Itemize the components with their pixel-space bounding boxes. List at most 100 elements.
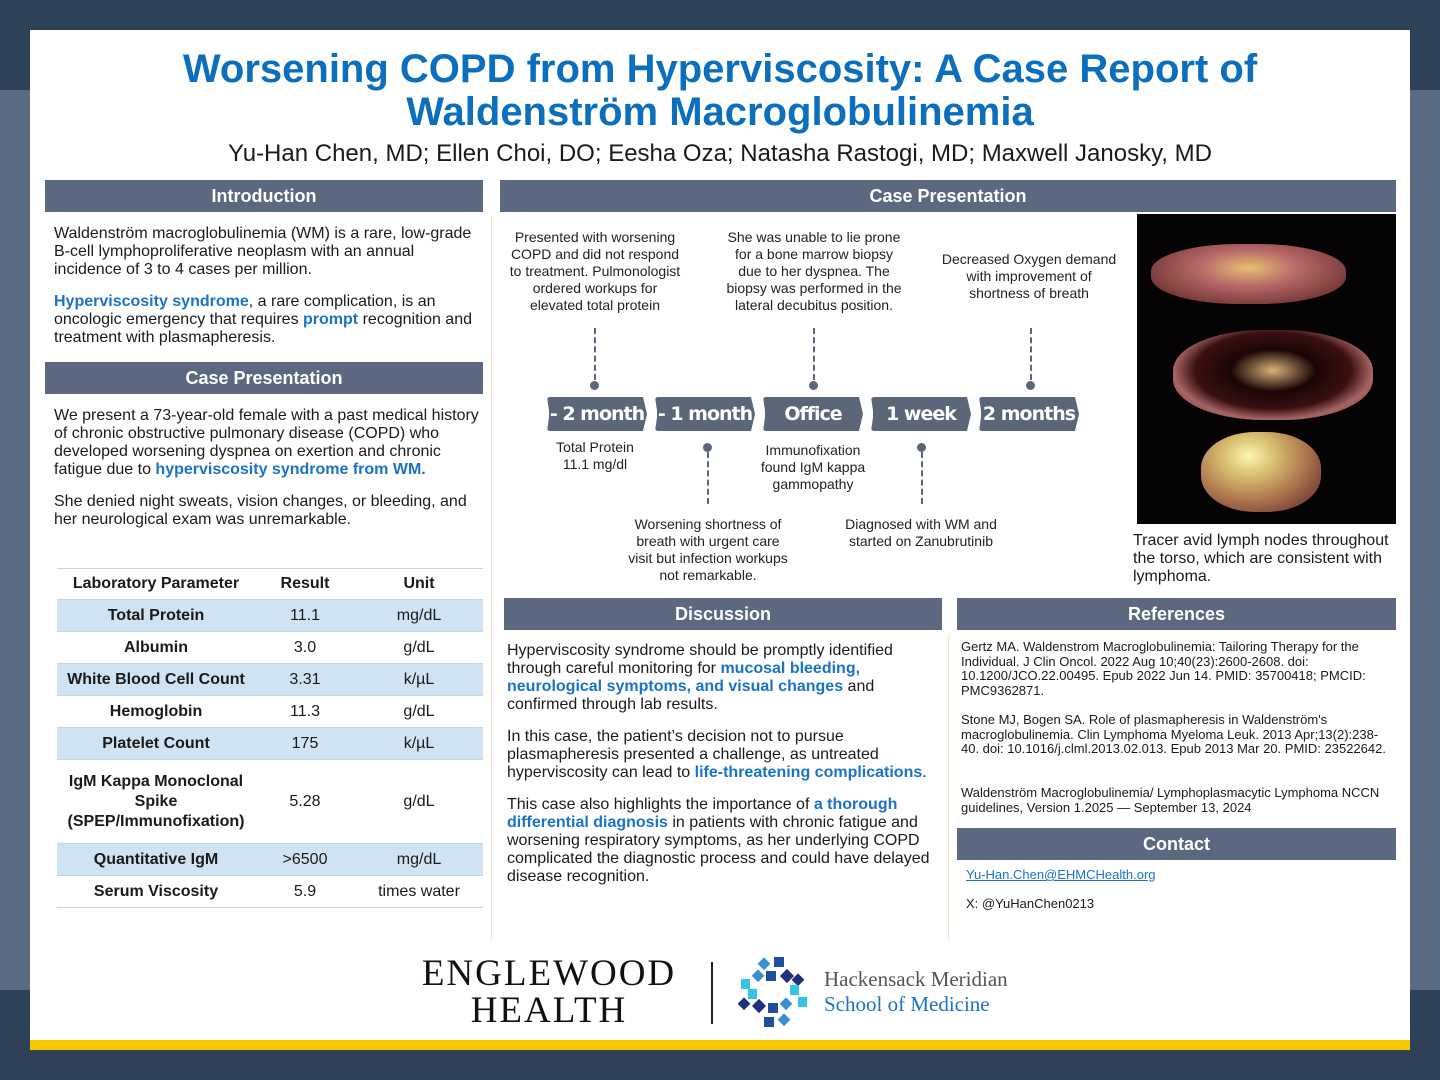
- pet-ct-image: [1137, 214, 1396, 524]
- table-cell: 5.28: [255, 759, 355, 844]
- timeline-step: 1 week: [871, 397, 971, 431]
- discussion-header: Discussion: [504, 598, 942, 630]
- timeline-step: - 1 month: [655, 397, 755, 431]
- timeline-dot: [809, 381, 818, 390]
- discussion-paragraph-2: In this case, the patient’s decision not…: [507, 728, 932, 782]
- discussion-paragraph-1: Hyperviscosity syndrome should be prompt…: [507, 642, 932, 714]
- text: In this case, the patient’s decision not…: [507, 728, 879, 781]
- logo-text: HEALTH: [470, 990, 628, 1031]
- text: This case also highlights the importance…: [507, 796, 814, 813]
- column-header: Result: [255, 568, 355, 600]
- table-cell: k/µL: [355, 663, 483, 696]
- table-cell: 11.1: [255, 599, 355, 632]
- table-cell: mg/dL: [355, 843, 483, 876]
- table-cell: 175: [255, 727, 355, 760]
- timeline-note-above: Decreased Oxygen demand with improvement…: [941, 251, 1117, 301]
- table-cell: Total Protein: [57, 599, 255, 632]
- table-row: Serum Viscosity 5.9 times water: [57, 875, 483, 908]
- case-presentation-left-header: Case Presentation: [45, 362, 483, 394]
- table-row: IgM Kappa Monoclonal Spike (SPEP/Immunof…: [57, 759, 483, 844]
- table-cell: 3.0: [255, 631, 355, 664]
- table-cell: Quantitative IgM: [57, 843, 255, 876]
- table-cell: g/dL: [355, 631, 483, 664]
- table-cell: White Blood Cell Count: [57, 663, 255, 696]
- poster-title-line1: Worsening COPD from Hyperviscosity: A Ca…: [182, 47, 1258, 91]
- table-cell: IgM Kappa Monoclonal Spike (SPEP/Immunof…: [57, 759, 255, 844]
- text: in patients with chronic fatigue and wor…: [507, 814, 930, 885]
- text: We present a 73-year-old female with a p…: [54, 407, 479, 478]
- timeline-connector: [813, 328, 815, 380]
- column-header: Laboratory Parameter: [57, 568, 255, 600]
- pet-slice: [1151, 244, 1346, 304]
- table-cell: mg/dL: [355, 599, 483, 632]
- timeline-note-above: Presented with worsening COPD and did no…: [509, 229, 681, 313]
- text: and confirmed through lab results.: [507, 678, 875, 713]
- contact-header: Contact: [957, 828, 1396, 860]
- accent-strip: [30, 1040, 1410, 1050]
- logo-divider: [711, 962, 713, 1024]
- case-presentation-text: We present a 73-year-old female with a p…: [54, 407, 479, 543]
- intro-paragraph-1: Waldenström macroglobulinemia (WM) is a …: [54, 225, 472, 278]
- table-row: Albumin 3.0 g/dL: [57, 631, 483, 664]
- poster-title-line2: Waldenström Macroglobulinemia: [406, 90, 1034, 134]
- table-cell: g/dL: [355, 695, 483, 728]
- text: .: [922, 764, 927, 781]
- table-row: Quantitative IgM >6500 mg/dL: [57, 843, 483, 876]
- reference-item: Stone MJ, Bogen SA. Role of plasmapheres…: [961, 712, 1386, 756]
- timeline-dot: [1026, 381, 1035, 390]
- table-cell: Albumin: [57, 631, 255, 664]
- table-cell: >6500: [255, 843, 355, 876]
- table-row: Total Protein 11.1 mg/dL: [57, 599, 483, 632]
- references-header: References: [957, 598, 1396, 630]
- table-row: White Blood Cell Count 3.31 k/µL: [57, 663, 483, 696]
- timeline-note-bottom: Diagnosed with WM and started on Zanubru…: [845, 516, 997, 549]
- timeline-note-bottom: Worsening shortness of breath with urgen…: [628, 516, 788, 583]
- hackensack-meridian-logo: Hackensack Meridian School of Medicine: [824, 967, 1008, 1017]
- text: , a rare complication, is an oncologic e…: [54, 293, 436, 328]
- case-paragraph-2: She denied night sweats, vision changes,…: [54, 493, 467, 528]
- case-presentation-right-header: Case Presentation: [500, 180, 1396, 212]
- table-cell: 11.3: [255, 695, 355, 728]
- introduction-text: Waldenström macroglobulinemia (WM) is a …: [54, 225, 474, 361]
- timeline-connector: [921, 452, 923, 504]
- logo-text: Hackensack Meridian: [824, 967, 1008, 991]
- timeline-dot: [703, 443, 712, 452]
- image-caption: Tracer avid lymph nodes throughout the t…: [1133, 532, 1389, 585]
- column-header: Unit: [355, 568, 483, 600]
- table-cell: Serum Viscosity: [57, 875, 255, 908]
- table-cell: k/µL: [355, 727, 483, 760]
- text: Hyperviscosity syndrome should be prompt…: [507, 642, 893, 677]
- table-cell: times water: [355, 875, 483, 908]
- table-cell: 5.9: [255, 875, 355, 908]
- table-cell: Hemoglobin: [57, 695, 255, 728]
- timeline-dot: [590, 381, 599, 390]
- table-cell: 3.31: [255, 663, 355, 696]
- discussion-paragraph-3: This case also highlights the importance…: [507, 796, 932, 886]
- reference-item: Waldenström Macroglobulinemia/ Lymphopla…: [961, 785, 1380, 815]
- logo-text: School of Medicine: [824, 992, 990, 1016]
- timeline-connector: [1030, 328, 1032, 380]
- highlight: prompt: [303, 311, 359, 328]
- column-divider: [491, 215, 492, 940]
- timeline-step: - 2 month: [547, 397, 647, 431]
- column-divider: [948, 635, 949, 940]
- table-cell: Platelet Count: [57, 727, 255, 760]
- timeline-note-below: Total Protein 11.1 mg/dl: [556, 439, 634, 472]
- reference-item: Gertz MA. Waldenstrom Macroglobulinemia:…: [961, 639, 1366, 698]
- highlight: life-threatening complications: [694, 764, 923, 781]
- text: recognition and treatment with plasmaphe…: [54, 311, 472, 346]
- table-row: Hemoglobin 11.3 g/dL: [57, 695, 483, 728]
- timeline-connector: [707, 452, 709, 504]
- highlight: mucosal bleeding, neurological symptoms,…: [507, 660, 861, 695]
- introduction-header: Introduction: [45, 180, 483, 212]
- englewood-health-logo: ENGLEWOOD HEALTH: [418, 955, 680, 1029]
- intro-paragraph-2: Hyperviscosity syndrome, a rare complica…: [54, 293, 474, 347]
- case-paragraph-1: We present a 73-year-old female with a p…: [54, 407, 479, 479]
- discussion-text: Hyperviscosity syndrome should be prompt…: [507, 642, 932, 900]
- hackensack-meridian-emblem-icon: [738, 957, 807, 1027]
- contact-email-link[interactable]: Yu-Han.Chen@EHMCHealth.org: [966, 867, 1156, 882]
- timeline-note-above: She was unable to lie prone for a bone m…: [726, 229, 902, 313]
- highlight: a thorough differential diagnosis: [507, 796, 898, 831]
- lab-table: Laboratory Parameter Result Unit Total P…: [57, 568, 483, 908]
- contact-x-handle: X: @YuHanChen0213: [966, 896, 1095, 911]
